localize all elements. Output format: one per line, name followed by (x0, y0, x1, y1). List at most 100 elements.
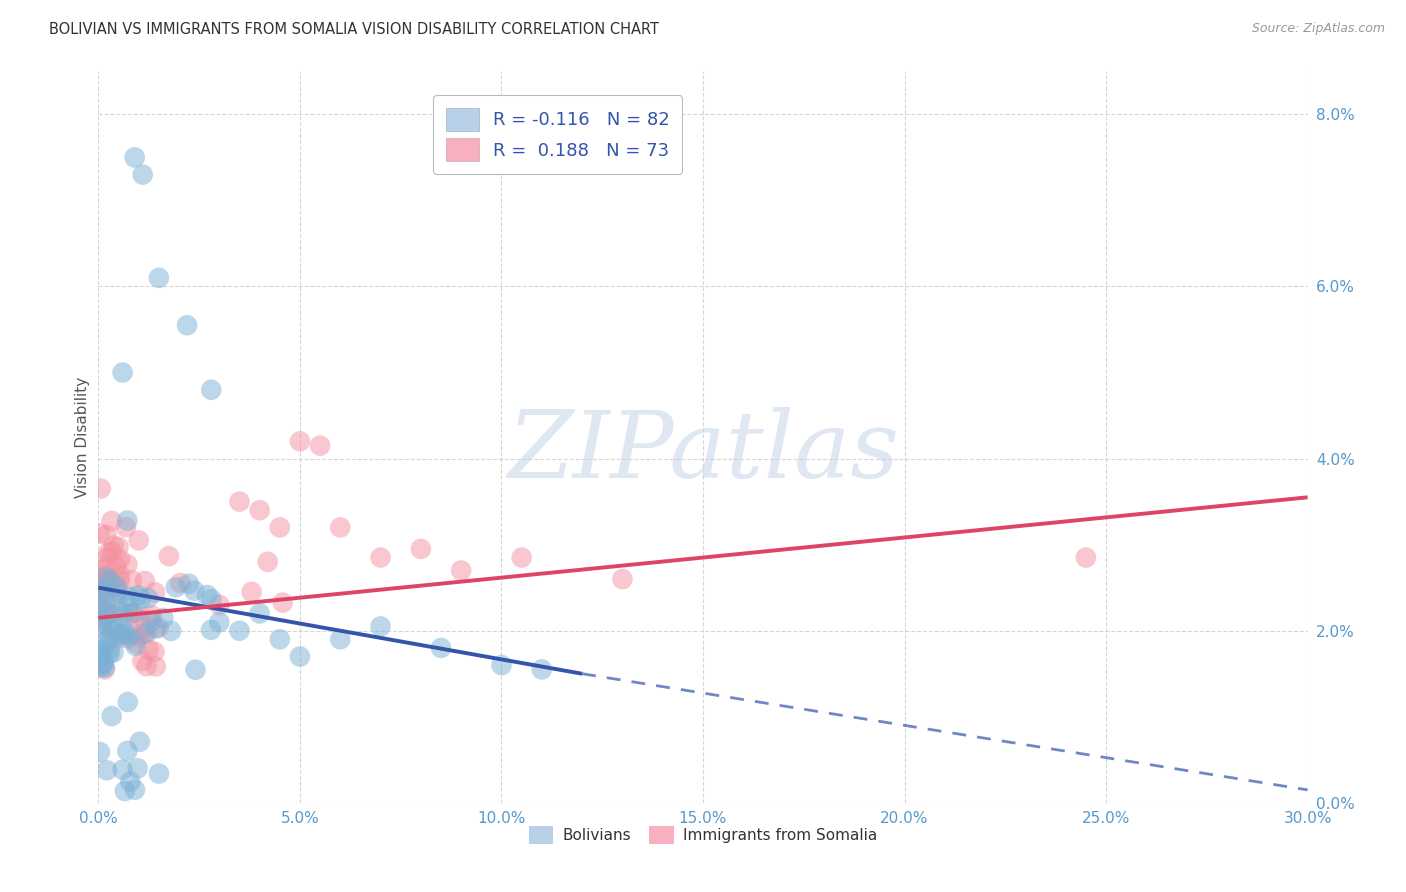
Point (110, 628, 132, 642)
Point (200, 383, 222, 397)
Point (117, 627, 139, 641)
Point (148, 766, 170, 780)
Point (96, 528, 118, 542)
Point (134, 574, 156, 588)
Point (195, 588, 218, 602)
Point (124, 635, 146, 649)
Point (145, 621, 167, 635)
Point (111, 366, 134, 380)
Point (98, 646, 121, 660)
Point (97, 607, 120, 621)
Point (1074, 550, 1097, 565)
Point (111, 605, 134, 619)
Point (96, 763, 118, 777)
Point (132, 168, 155, 182)
Point (114, 784, 136, 798)
Point (124, 150, 146, 164)
Point (157, 549, 180, 564)
Point (148, 271, 170, 285)
Point (101, 571, 124, 585)
Point (271, 596, 294, 610)
Point (93, 641, 115, 656)
Point (110, 552, 132, 566)
Point (100, 581, 122, 595)
Point (107, 631, 129, 645)
Point (269, 520, 291, 534)
Point (128, 533, 150, 548)
Point (89, 579, 111, 593)
Point (118, 590, 141, 604)
Point (94, 660, 117, 674)
Point (122, 627, 145, 641)
Point (183, 583, 205, 598)
Point (89, 596, 111, 610)
Point (98, 620, 121, 634)
Point (105, 559, 128, 574)
Point (409, 541, 432, 556)
Point (138, 642, 160, 657)
Point (269, 632, 291, 647)
Point (89, 526, 111, 541)
Point (93, 663, 115, 677)
Point (90, 482, 112, 496)
Point (141, 608, 163, 623)
Point (98, 631, 121, 645)
Point (94, 579, 117, 593)
Point (165, 580, 187, 594)
Point (121, 574, 143, 588)
Point (89, 569, 111, 583)
Point (89, 588, 111, 602)
Point (111, 763, 134, 777)
Point (450, 564, 472, 578)
Point (94, 582, 117, 596)
Point (176, 318, 198, 333)
Point (101, 624, 124, 639)
Point (108, 574, 131, 588)
Point (256, 555, 278, 569)
Point (169, 576, 191, 591)
Point (97, 545, 120, 559)
Point (510, 550, 533, 565)
Point (117, 598, 139, 612)
Point (105, 579, 128, 593)
Point (530, 662, 553, 676)
Point (111, 627, 134, 641)
Point (117, 744, 139, 758)
Point (129, 591, 152, 606)
Point (105, 592, 128, 607)
Point (124, 639, 146, 653)
Point (93, 616, 115, 631)
Point (120, 774, 142, 789)
Point (91, 612, 114, 626)
Point (90, 660, 112, 674)
Point (100, 709, 122, 723)
Point (491, 658, 513, 673)
Point (105, 580, 128, 594)
Point (90, 607, 112, 622)
Point (101, 545, 124, 559)
Point (117, 514, 139, 528)
Point (134, 626, 156, 640)
Point (124, 782, 146, 797)
Text: BOLIVIAN VS IMMIGRANTS FROM SOMALIA VISION DISABILITY CORRELATION CHART: BOLIVIAN VS IMMIGRANTS FROM SOMALIA VISI… (49, 22, 659, 37)
Point (430, 640, 453, 655)
Point (96, 558, 118, 573)
Point (111, 609, 134, 624)
Point (100, 514, 122, 528)
Point (228, 624, 250, 638)
Point (93, 572, 115, 586)
Point (100, 606, 122, 620)
Legend: Bolivians, Immigrants from Somalia: Bolivians, Immigrants from Somalia (523, 820, 883, 850)
Point (89, 599, 111, 614)
Point (112, 624, 135, 639)
Point (107, 540, 129, 554)
Point (87, 588, 110, 602)
Point (97, 607, 120, 622)
Point (148, 621, 170, 635)
Text: ZIPatlas: ZIPatlas (508, 407, 898, 497)
Point (208, 598, 231, 612)
Point (160, 624, 183, 638)
Y-axis label: Vision Disability: Vision Disability (75, 376, 90, 498)
Point (329, 632, 352, 647)
Point (93, 563, 115, 577)
